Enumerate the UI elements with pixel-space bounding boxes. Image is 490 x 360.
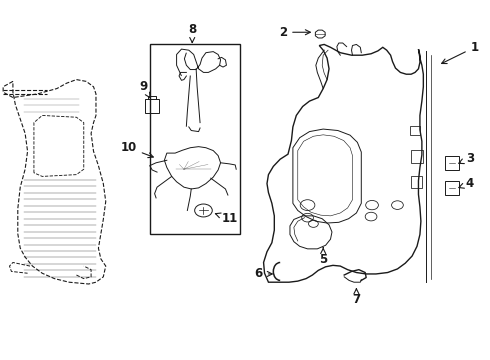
Text: 6: 6 bbox=[255, 267, 272, 280]
Bar bbox=[445, 156, 459, 170]
Text: 10: 10 bbox=[121, 141, 153, 158]
Text: 5: 5 bbox=[319, 248, 327, 266]
Text: 7: 7 bbox=[352, 289, 361, 306]
Text: 2: 2 bbox=[279, 26, 310, 39]
Text: 11: 11 bbox=[216, 212, 238, 225]
Bar bbox=[150, 44, 240, 234]
Bar bbox=[411, 150, 423, 163]
Bar bbox=[445, 181, 459, 195]
Bar bbox=[145, 99, 159, 113]
Text: 9: 9 bbox=[139, 80, 150, 98]
Text: 1: 1 bbox=[441, 41, 479, 63]
Text: 8: 8 bbox=[188, 23, 196, 42]
Bar bbox=[410, 126, 420, 135]
Text: 4: 4 bbox=[459, 177, 474, 190]
Bar bbox=[411, 176, 422, 188]
Text: 3: 3 bbox=[459, 152, 474, 165]
